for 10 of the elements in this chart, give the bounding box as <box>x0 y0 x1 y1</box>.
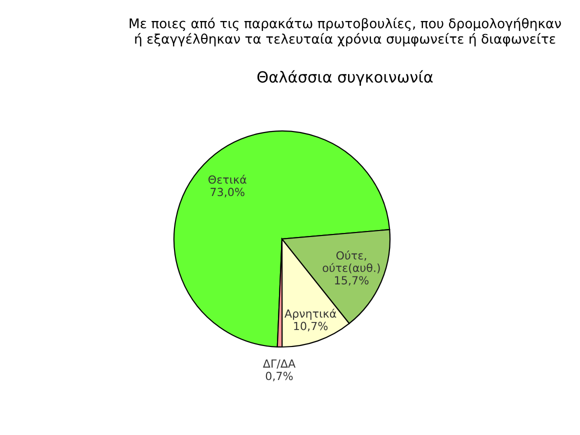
data-label: 15,7% <box>335 276 369 286</box>
data-label: 0,7% <box>266 372 293 382</box>
chart-subtitle: Θαλάσσια συγκοινωνία <box>257 70 433 86</box>
data-label: 10,7% <box>294 322 328 332</box>
slice-label: Ούτε, ούτε(αυθ.) <box>322 250 380 274</box>
chart-title: Με ποιες από τις παρακάτω πρωτοβουλίες, που δρομολογήθηκαν ή εξαγγέλθηκαν τα τελευταία χρόνια συμφωνείτε ή διαφωνείτε <box>130 18 561 46</box>
data-label: 73,0% <box>210 188 244 198</box>
slice-label: Θετικά <box>208 174 246 184</box>
slice-label: ΔΓ/ΔΑ <box>262 359 296 369</box>
slice-label: Αρνητικά <box>284 308 336 320</box>
